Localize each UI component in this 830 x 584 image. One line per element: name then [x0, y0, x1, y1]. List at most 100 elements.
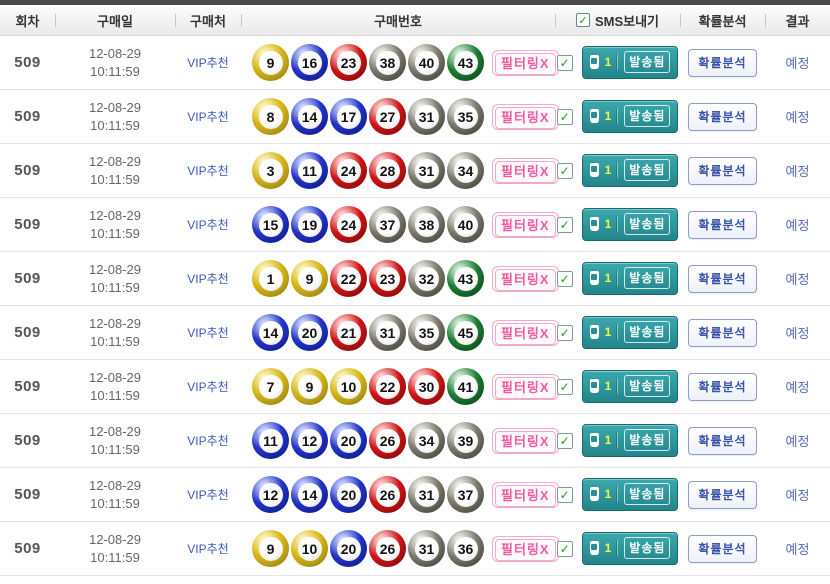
probability-analysis-button[interactable]: 확률분석 [688, 534, 757, 563]
phone-icon [589, 217, 599, 231]
lotto-ball-number: 28 [375, 158, 400, 183]
sms-count: 1 [604, 433, 612, 447]
probability-analysis-button[interactable]: 확률분석 [688, 318, 757, 347]
lotto-ball-number: 26 [375, 536, 400, 561]
lotto-ball: 23 [369, 260, 406, 297]
lotto-ball: 10 [330, 368, 367, 405]
lotto-ball: 43 [447, 260, 484, 297]
purchase-rows: 509 12-08-29 10:11:59 VIP추천 9 16 23 38 40 43 … [0, 36, 830, 576]
round-number: 509 [14, 216, 41, 233]
sms-sent-button[interactable]: 1 발송됨 [581, 154, 679, 187]
result-status: 예정 [785, 542, 810, 557]
sms-count: 1 [604, 541, 612, 555]
lotto-ball: 20 [330, 476, 367, 513]
sms-sent-button[interactable]: 1 발송됨 [581, 100, 679, 133]
lotto-ball: 27 [369, 98, 406, 135]
filter-badge: 필터링X [492, 157, 559, 184]
sms-row-checkbox[interactable]: ✓ [556, 162, 573, 179]
sms-sent-button[interactable]: 1 발송됨 [581, 478, 679, 511]
sms-sent-button[interactable]: 1 발송됨 [581, 532, 679, 565]
filter-badge: 필터링X [492, 49, 559, 76]
sms-count: 1 [604, 217, 612, 231]
result-status: 예정 [785, 110, 810, 125]
header-numbers: 구매번호 [241, 5, 555, 35]
lotto-ball: 20 [330, 530, 367, 567]
probability-analysis-button[interactable]: 확률분석 [688, 210, 757, 239]
sms-sent-button[interactable]: 1 발송됨 [581, 316, 679, 349]
sms-row-checkbox[interactable]: ✓ [556, 324, 573, 341]
lotto-ball-number: 27 [375, 104, 400, 129]
lotto-ball-number: 20 [336, 536, 361, 561]
lotto-ball-number: 43 [453, 266, 478, 291]
lotto-ball-number: 20 [336, 428, 361, 453]
table-row: 509 12-08-29 10:11:59 VIP추천 8 14 17 27 31 35 … [0, 90, 830, 144]
sms-sent-button[interactable]: 1 발송됨 [581, 262, 679, 295]
sms-status-label: 발송됨 [624, 321, 671, 343]
purchase-time: 10:11:59 [90, 441, 140, 457]
lotto-ball-number: 40 [414, 50, 439, 75]
lotto-ball: 34 [447, 152, 484, 189]
filter-badge: 필터링X [492, 481, 559, 508]
lotto-ball-number: 38 [375, 50, 400, 75]
sms-row-checkbox[interactable]: ✓ [556, 108, 573, 125]
probability-analysis-button[interactable]: 확률분석 [688, 480, 757, 509]
purchase-date: 12-08-29 [88, 45, 142, 61]
filter-badge: 필터링X [492, 103, 559, 130]
table-row: 509 12-08-29 10:11:59 VIP추천 1 9 22 23 32 43 필… [0, 252, 830, 306]
sms-row-checkbox[interactable]: ✓ [556, 486, 573, 503]
phone-icon [589, 271, 599, 285]
lotto-ball: 40 [408, 44, 445, 81]
sms-sent-button[interactable]: 1 발송됨 [581, 208, 679, 241]
sms-row-checkbox[interactable]: ✓ [556, 54, 573, 71]
purchase-date: 12-08-29 [88, 261, 142, 277]
table-row: 509 12-08-29 10:11:59 VIP추천 14 20 21 31 35 45… [0, 306, 830, 360]
lotto-ball: 43 [447, 44, 484, 81]
lotto-ball: 14 [252, 314, 289, 351]
lotto-ball: 26 [369, 422, 406, 459]
lotto-ball: 12 [252, 476, 289, 513]
table-row: 509 12-08-29 10:11:59 VIP추천 9 16 23 38 40 43 … [0, 36, 830, 90]
sms-cell: ✓ 1 발송됨 [555, 414, 680, 467]
lotto-numbers: 9 10 20 26 31 36 필터링X [241, 522, 559, 575]
lotto-ball: 37 [369, 206, 406, 243]
sms-status-label: 발송됨 [624, 483, 671, 505]
analysis-cell: 확률분석 [680, 468, 765, 521]
lotto-ball: 23 [330, 44, 367, 81]
lotto-numbers: 1 9 22 23 32 43 필터링X [241, 252, 559, 305]
sms-row-checkbox[interactable]: ✓ [556, 432, 573, 449]
sms-sent-button[interactable]: 1 발송됨 [581, 424, 679, 457]
table-row: 509 12-08-29 10:11:59 VIP추천 3 11 24 28 31 34 … [0, 144, 830, 198]
sms-button-divider [617, 216, 619, 232]
lotto-ball-number: 31 [375, 320, 400, 345]
phone-icon [589, 55, 599, 69]
probability-analysis-button[interactable]: 확률분석 [688, 426, 757, 455]
lotto-ball: 12 [291, 422, 328, 459]
sms-select-all-checkbox[interactable]: ✓ [575, 13, 590, 27]
lotto-ball-number: 43 [453, 50, 478, 75]
lotto-ball-number: 20 [336, 482, 361, 507]
lotto-ball-number: 20 [297, 320, 322, 345]
probability-analysis-button[interactable]: 확률분석 [688, 102, 757, 131]
sms-row-checkbox[interactable]: ✓ [556, 540, 573, 557]
probability-analysis-button[interactable]: 확률분석 [688, 156, 757, 185]
purchase-date: 12-08-29 [88, 369, 142, 385]
probability-analysis-button[interactable]: 확률분석 [688, 264, 757, 293]
sms-cell: ✓ 1 발송됨 [555, 360, 680, 413]
filter-badge: 필터링X [492, 427, 559, 454]
sms-row-checkbox[interactable]: ✓ [556, 270, 573, 287]
purchase-time: 10:11:59 [90, 171, 140, 187]
lotto-ball-number: 9 [258, 536, 283, 561]
sms-count: 1 [604, 325, 612, 339]
lotto-ball-number: 40 [453, 212, 478, 237]
sms-sent-button[interactable]: 1 발송됨 [581, 46, 679, 79]
sms-row-checkbox[interactable]: ✓ [556, 378, 573, 395]
purchase-datetime: 12-08-29 10:11:59 [55, 36, 175, 89]
sms-count: 1 [604, 271, 612, 285]
sms-count: 1 [604, 55, 612, 69]
sms-sent-button[interactable]: 1 발송됨 [581, 370, 679, 403]
probability-analysis-button[interactable]: 확률분석 [688, 48, 757, 77]
lotto-ball-number: 36 [453, 536, 478, 561]
sms-row-checkbox[interactable]: ✓ [556, 216, 573, 233]
probability-analysis-button[interactable]: 확률분석 [688, 372, 757, 401]
lotto-numbers: 9 16 23 38 40 43 필터링X [241, 36, 559, 89]
